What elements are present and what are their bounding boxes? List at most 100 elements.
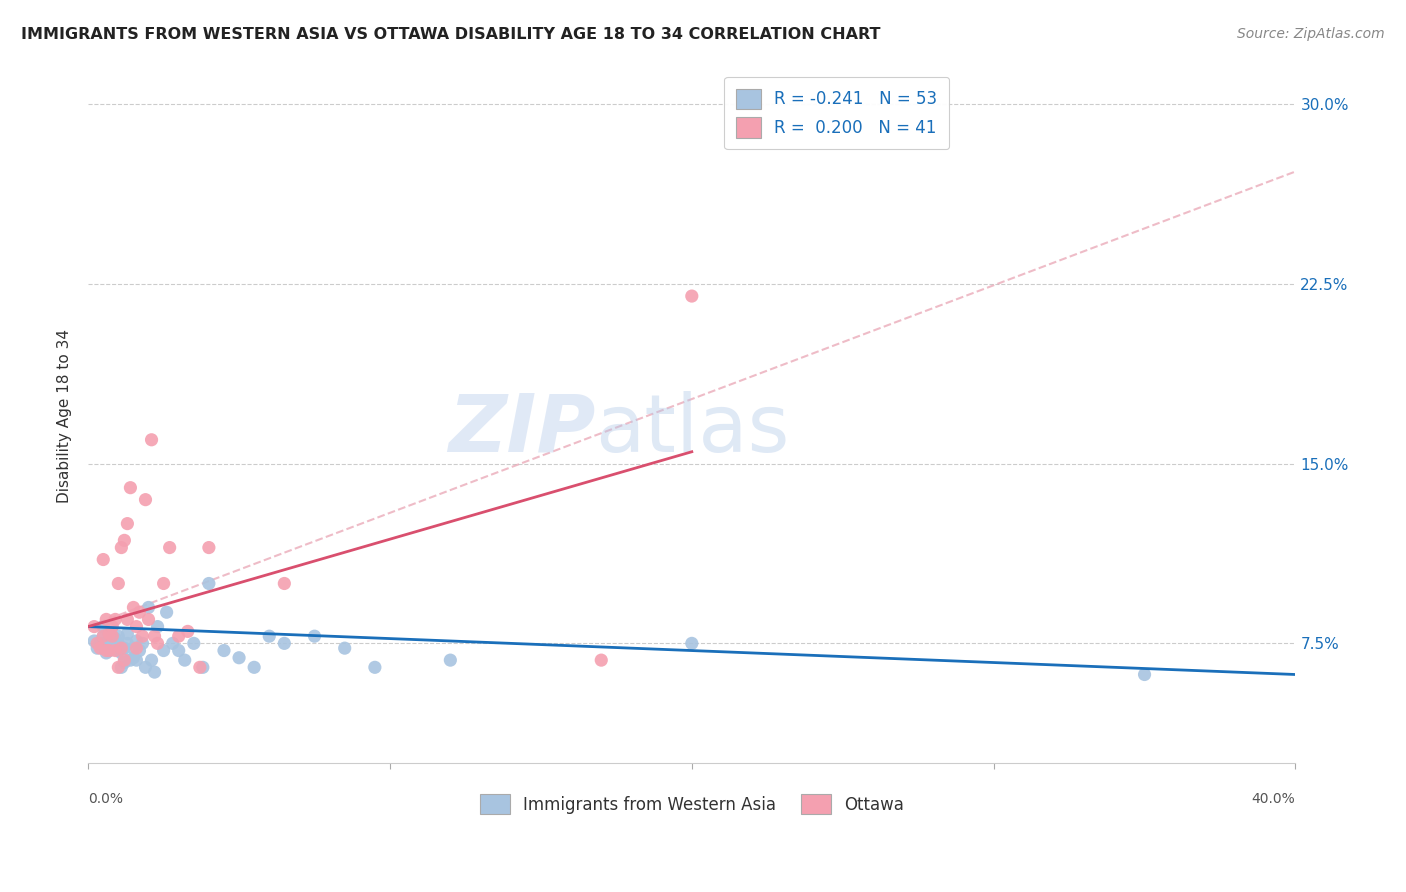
Point (125, 619, 148, 633)
Point (98, 643, 121, 657)
Point (107, 576, 129, 591)
Point (122, 600, 145, 615)
Point (183, 636, 205, 650)
Point (110, 646, 132, 660)
Point (112, 533, 135, 548)
Point (98, 643, 121, 657)
Point (162, 636, 184, 650)
Point (96, 612, 118, 626)
Point (156, 605, 179, 619)
Point (96, 643, 118, 657)
Point (117, 636, 139, 650)
Point (188, 660, 211, 674)
Point (134, 492, 156, 507)
Point (257, 629, 280, 643)
Point (91, 629, 114, 643)
Point (681, 636, 703, 650)
Point (131, 629, 153, 643)
Text: atlas: atlas (595, 391, 790, 468)
Point (146, 619, 169, 633)
Point (104, 612, 127, 626)
Point (110, 660, 132, 674)
Point (107, 660, 129, 674)
Point (141, 433, 163, 447)
Point (125, 641, 148, 656)
Point (101, 639, 124, 653)
Text: 40.0%: 40.0% (1251, 792, 1295, 805)
Point (141, 653, 163, 667)
Legend: Immigrants from Western Asia, Ottawa: Immigrants from Western Asia, Ottawa (470, 784, 914, 824)
Point (86, 641, 108, 656)
Point (167, 643, 190, 657)
Point (83, 634, 105, 648)
Point (107, 629, 129, 643)
Point (243, 660, 266, 674)
Point (104, 641, 127, 656)
Point (120, 653, 142, 667)
Text: IMMIGRANTS FROM WESTERN ASIA VS OTTAWA DISABILITY AGE 18 TO 34 CORRELATION CHART: IMMIGRANTS FROM WESTERN ASIA VS OTTAWA D… (21, 27, 880, 42)
Point (89, 641, 111, 656)
Point (117, 516, 139, 531)
Point (273, 576, 295, 591)
Point (167, 629, 190, 643)
Point (304, 629, 326, 643)
Point (138, 600, 160, 615)
Point (152, 643, 174, 657)
Y-axis label: Disability Age 18 to 34: Disability Age 18 to 34 (58, 329, 72, 503)
Point (107, 636, 129, 650)
Point (112, 656, 135, 670)
Point (91, 552, 114, 566)
Point (96, 639, 118, 653)
Point (125, 634, 148, 648)
Point (128, 605, 150, 619)
Point (89, 636, 111, 650)
Point (591, 653, 613, 667)
Point (198, 541, 221, 555)
Point (110, 541, 132, 555)
Point (101, 619, 124, 633)
Point (86, 636, 108, 650)
Point (112, 641, 135, 656)
Point (364, 660, 387, 674)
Point (98, 627, 121, 641)
Point (191, 660, 214, 674)
Point (228, 650, 250, 665)
Point (83, 619, 105, 633)
Point (131, 636, 153, 650)
Point (117, 612, 139, 626)
Point (212, 643, 235, 657)
Point (101, 634, 124, 648)
Text: Source: ZipAtlas.com: Source: ZipAtlas.com (1237, 27, 1385, 41)
Point (101, 629, 124, 643)
Point (1133, 667, 1156, 681)
Point (96, 646, 118, 660)
Point (177, 624, 200, 639)
Point (117, 627, 139, 641)
Point (439, 653, 461, 667)
Point (333, 641, 356, 656)
Point (125, 653, 148, 667)
Point (681, 289, 703, 303)
Point (198, 576, 221, 591)
Point (107, 643, 129, 657)
Point (173, 653, 195, 667)
Point (104, 632, 127, 646)
Point (122, 650, 145, 665)
Point (98, 627, 121, 641)
Point (91, 629, 114, 643)
Point (138, 612, 160, 626)
Point (159, 541, 181, 555)
Point (143, 629, 166, 643)
Text: 0.0%: 0.0% (89, 792, 124, 805)
Point (134, 660, 156, 674)
Point (112, 653, 135, 667)
Point (128, 643, 150, 657)
Point (273, 636, 295, 650)
Point (122, 641, 145, 656)
Point (110, 641, 132, 656)
Text: ZIP: ZIP (449, 391, 595, 468)
Point (91, 619, 114, 633)
Point (146, 636, 169, 650)
Point (120, 481, 142, 495)
Point (152, 576, 174, 591)
